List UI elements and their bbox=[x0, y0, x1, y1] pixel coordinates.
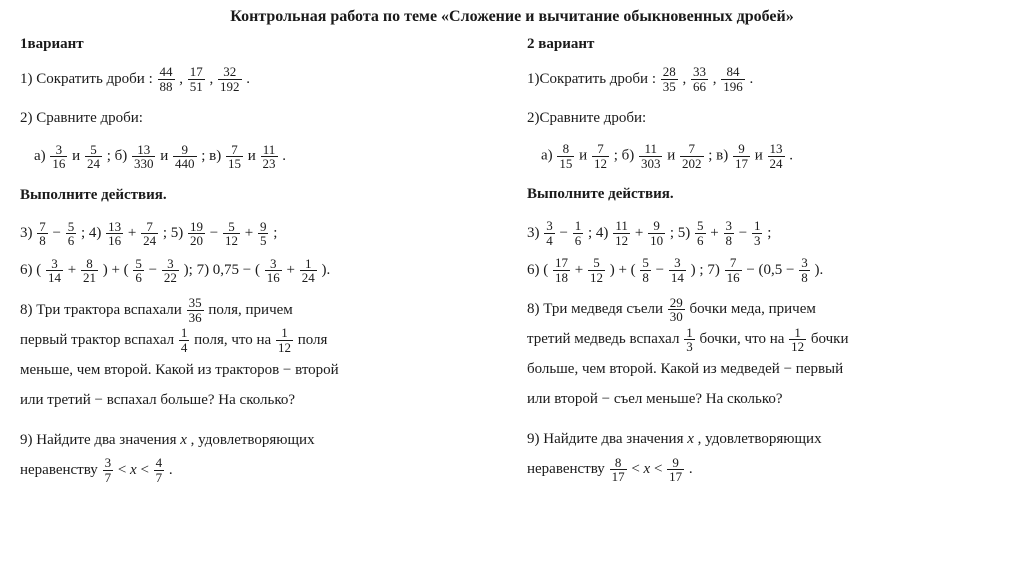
fraction: 712 bbox=[592, 142, 609, 170]
fraction: 815 bbox=[557, 142, 574, 170]
v1-actions-label: Выполните действия. bbox=[20, 181, 497, 210]
fraction: 58 bbox=[640, 256, 651, 284]
v2-task8: 8) Три медведя съели 2930 бочки меда, пр… bbox=[527, 294, 1004, 414]
v1-task9: 9) Найдите два значения x , удовлетворяю… bbox=[20, 425, 497, 485]
fraction: 910 bbox=[648, 219, 665, 247]
v1-task8: 8) Три трактора вспахали 3536 поля, прич… bbox=[20, 295, 497, 415]
fraction: 11303 bbox=[639, 142, 663, 170]
fraction: 1324 bbox=[768, 142, 785, 170]
fraction: 917 bbox=[667, 456, 684, 484]
fraction: 4488 bbox=[158, 65, 175, 93]
fraction: 47 bbox=[154, 456, 165, 484]
page-title: Контрольная работа по теме «Сложение и в… bbox=[20, 8, 1004, 26]
variant-1: 1вариант 1) Сократить дроби : 4488 , 175… bbox=[20, 36, 497, 495]
variant-1-label: 1вариант bbox=[20, 36, 497, 53]
fraction: 3536 bbox=[187, 296, 204, 324]
v2-task1: 1)Сократить дроби : 2835 , 3366 , 84196 … bbox=[527, 65, 1004, 94]
fraction: 1316 bbox=[106, 220, 123, 248]
fraction: 124 bbox=[300, 257, 317, 285]
fraction: 314 bbox=[669, 256, 686, 284]
fraction: 13330 bbox=[132, 143, 156, 171]
fraction: 512 bbox=[223, 220, 240, 248]
fraction: 56 bbox=[66, 220, 77, 248]
fraction: 112 bbox=[276, 326, 293, 354]
fraction: 56 bbox=[133, 257, 144, 285]
fraction: 1751 bbox=[188, 65, 205, 93]
fraction: 314 bbox=[46, 257, 63, 285]
v1-row-6-7: 6) ( 314 + 821 ) + ( 56 − 322 ); 7) 0,75… bbox=[20, 256, 497, 285]
v2-row-3-5: 3) 34 − 16 ; 4) 1112 + 910 ; 5) 56 + 38 … bbox=[527, 219, 1004, 248]
v2-task1-text: 1)Сократить дроби : bbox=[527, 71, 660, 87]
fraction: 316 bbox=[50, 143, 67, 171]
fraction: 3366 bbox=[691, 65, 708, 93]
v1-row-3-5: 3) 78 − 56 ; 4) 1316 + 724 ; 5) 1920 − 5… bbox=[20, 219, 497, 248]
fraction: 14 bbox=[179, 326, 190, 354]
fraction: 2930 bbox=[668, 296, 685, 324]
fraction: 2835 bbox=[661, 65, 678, 93]
fraction: 1920 bbox=[188, 220, 205, 248]
v1-task2-items: а) 316 и 524 ; б) 13330 и 9440 ; в) 715 … bbox=[20, 142, 497, 171]
fraction: 716 bbox=[725, 256, 742, 284]
fraction: 917 bbox=[733, 142, 750, 170]
fraction: 34 bbox=[544, 219, 555, 247]
variant-2: 2 вариант 1)Сократить дроби : 2835 , 336… bbox=[527, 36, 1004, 495]
columns-container: 1вариант 1) Сократить дроби : 4488 , 175… bbox=[20, 36, 1004, 495]
fraction: 7202 bbox=[680, 142, 704, 170]
fraction: 821 bbox=[81, 257, 98, 285]
fraction: 1718 bbox=[553, 256, 570, 284]
variant-2-label: 2 вариант bbox=[527, 36, 1004, 53]
v1-task1-text: 1) Сократить дроби : bbox=[20, 71, 157, 87]
fraction: 56 bbox=[695, 219, 706, 247]
fraction: 78 bbox=[37, 220, 48, 248]
fraction: 1112 bbox=[613, 219, 630, 247]
v2-row-6-7: 6) ( 1718 + 512 ) + ( 58 − 314 ) ; 7) 71… bbox=[527, 256, 1004, 285]
fraction: 95 bbox=[258, 220, 269, 248]
v2-task9: 9) Найдите два значения x , удовлетворяю… bbox=[527, 424, 1004, 484]
fraction: 724 bbox=[141, 220, 158, 248]
fraction: 84196 bbox=[721, 65, 745, 93]
fraction: 38 bbox=[799, 256, 810, 284]
v2-task2-items: а) 815 и 712 ; б) 11303 и 7202 ; в) 917 … bbox=[527, 142, 1004, 170]
fraction: 37 bbox=[103, 456, 114, 484]
fraction: 1123 bbox=[261, 143, 278, 171]
v2-actions-label: Выполните действия. bbox=[527, 180, 1004, 209]
fraction: 13 bbox=[752, 219, 763, 247]
fraction: 112 bbox=[789, 326, 806, 354]
fraction: 817 bbox=[610, 456, 627, 484]
fraction: 16 bbox=[573, 219, 584, 247]
v1-task2: 2) Сравните дроби: bbox=[20, 104, 497, 133]
fraction: 32192 bbox=[218, 65, 242, 93]
v1-task1: 1) Сократить дроби : 4488 , 1751 , 32192… bbox=[20, 65, 497, 94]
fraction: 715 bbox=[226, 143, 243, 171]
fraction: 524 bbox=[85, 143, 102, 171]
fraction: 512 bbox=[588, 256, 605, 284]
fraction: 322 bbox=[162, 257, 179, 285]
fraction: 316 bbox=[265, 257, 282, 285]
fraction: 38 bbox=[724, 219, 735, 247]
fraction: 9440 bbox=[173, 143, 197, 171]
v2-task2: 2)Сравните дроби: bbox=[527, 104, 1004, 133]
fraction: 13 bbox=[684, 326, 695, 354]
